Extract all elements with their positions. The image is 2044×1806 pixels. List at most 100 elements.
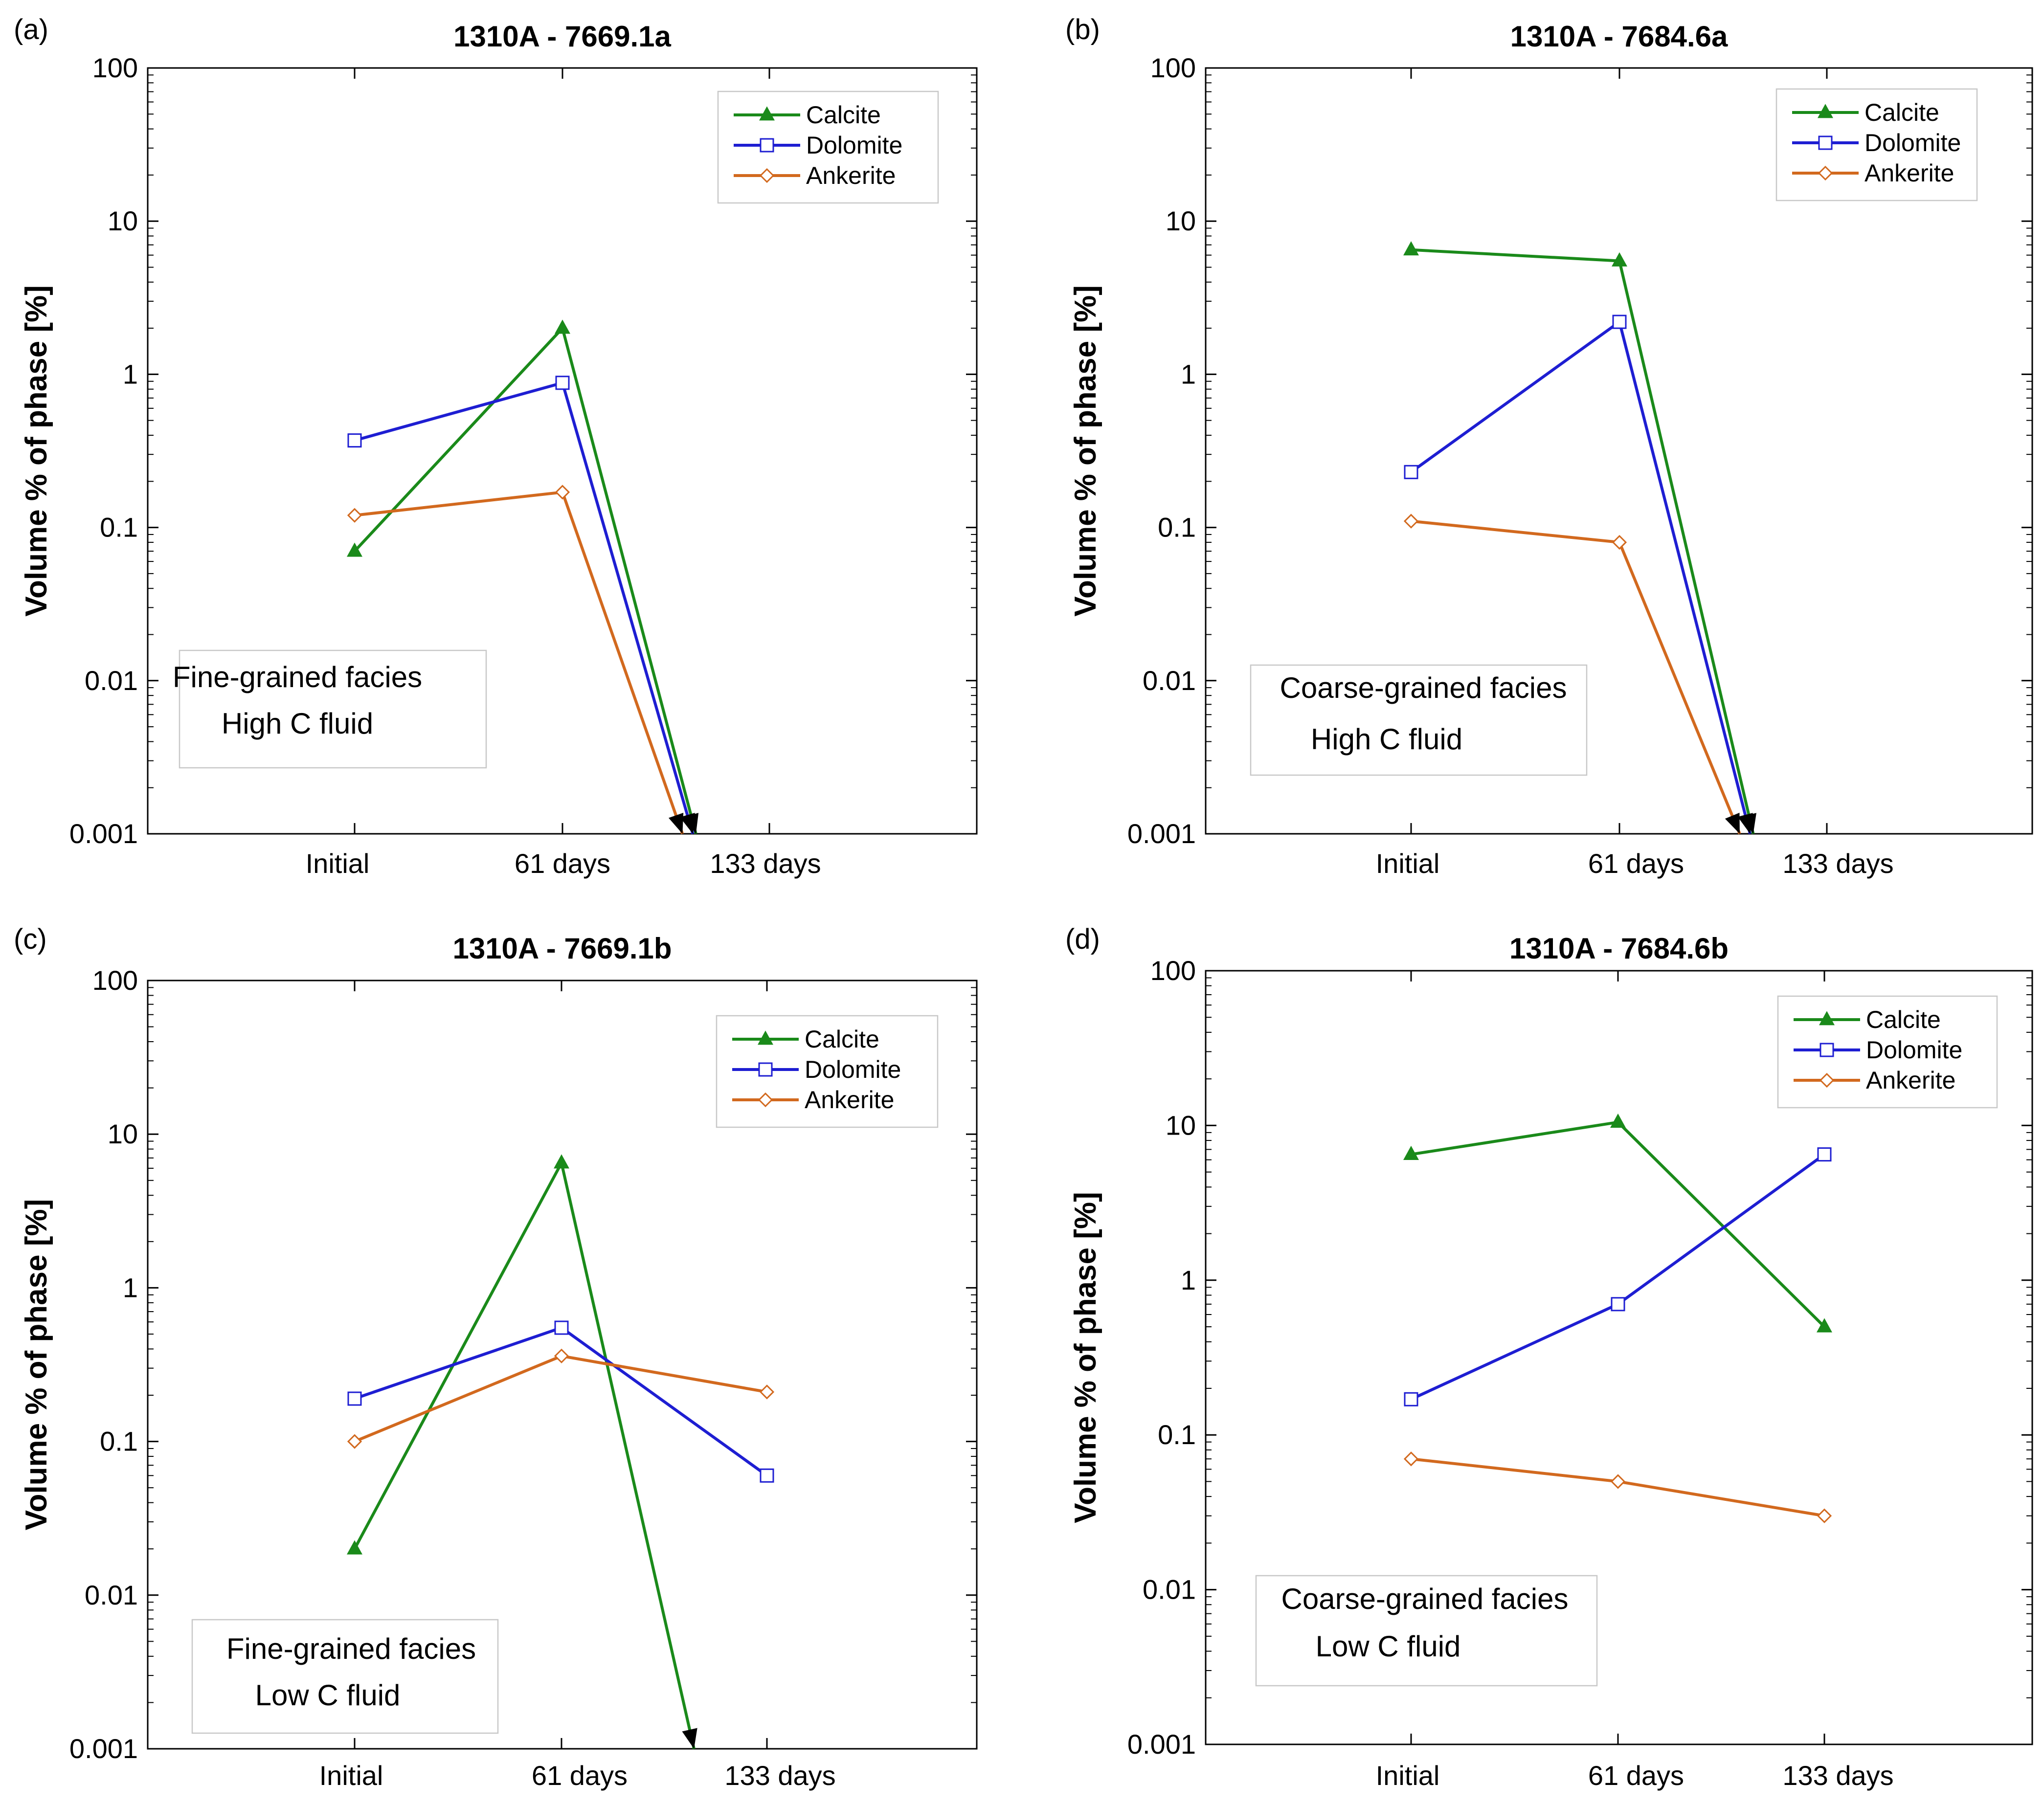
y-axis-label: Volume % of phase [%] xyxy=(1069,285,1102,617)
y-tick-label: 0.001 xyxy=(69,1733,138,1764)
y-tick-label: 10 xyxy=(1166,205,1196,236)
x-tick-label: Initial xyxy=(319,1760,383,1791)
annotation-line: Fine-grained facies xyxy=(226,1632,476,1665)
legend-label: Ankerite xyxy=(805,1086,894,1114)
diamond-marker xyxy=(347,508,362,523)
series-ankerite xyxy=(347,1348,775,1449)
diamond-marker xyxy=(1818,165,1833,181)
diamond-marker xyxy=(347,1434,362,1449)
panel-letter: (b) xyxy=(1065,14,1100,45)
triangle-marker xyxy=(347,542,362,557)
series-ankerite xyxy=(347,485,684,834)
y-tick-label: 1 xyxy=(123,358,138,389)
legend: Calcite Dolomite Ankerite xyxy=(716,1015,939,1128)
y-axis-label: Volume % of phase [%] xyxy=(20,285,53,617)
legend-label: Dolomite xyxy=(1866,1036,1962,1064)
annotation-line: High C fluid xyxy=(1311,723,1462,756)
chart-panel-3: (c) 1310A - 7669.1b Volume % of phase [%] 0… xyxy=(14,923,978,1791)
legend-label: Dolomite xyxy=(1864,129,1961,156)
y-tick-label: 1 xyxy=(123,1272,138,1303)
axis-arrowhead xyxy=(1737,813,1753,834)
legend-box xyxy=(717,90,939,204)
y-tick-label: 0.01 xyxy=(85,1580,138,1610)
legend-label: Ankerite xyxy=(1864,159,1954,187)
diamond-marker xyxy=(1819,1072,1835,1088)
series-calcite xyxy=(347,1154,696,1749)
square-marker xyxy=(1817,1147,1832,1162)
y-tick-label: 10 xyxy=(1166,1110,1196,1140)
diamond-marker xyxy=(759,168,775,183)
y-tick-label: 10 xyxy=(108,1118,138,1149)
annotation-frame xyxy=(179,649,487,769)
legend-box xyxy=(716,1015,939,1128)
x-tick-label: Initial xyxy=(306,848,370,879)
series-ankerite xyxy=(1403,513,1741,835)
panel-letter: (d) xyxy=(1065,923,1100,955)
y-tick-label: 100 xyxy=(1150,52,1196,83)
x-tick-label: 61 days xyxy=(1588,848,1684,879)
y-tick-label: 0.01 xyxy=(1143,665,1196,696)
annotation-line: High C fluid xyxy=(222,707,373,740)
triangle-marker xyxy=(1403,241,1419,256)
series-dolomite xyxy=(1404,1147,1832,1406)
y-tick-label: 1 xyxy=(1181,1265,1196,1295)
y-tick-label: 100 xyxy=(1150,955,1196,986)
square-marker xyxy=(1612,314,1627,329)
y-tick-label: 10 xyxy=(108,205,138,236)
y-tick-label: 1 xyxy=(1181,358,1196,389)
legend-label: Calcite xyxy=(805,1026,879,1053)
series-dolomite xyxy=(347,1320,774,1483)
x-tick-label: 61 days xyxy=(532,1760,628,1791)
y-tick-label: 0.1 xyxy=(1158,1419,1196,1450)
panel-letter: (a) xyxy=(14,14,48,45)
diamond-marker xyxy=(1403,1451,1419,1467)
y-axis-label: Volume % of phase [%] xyxy=(20,1199,53,1531)
series-calcite xyxy=(347,319,697,834)
square-marker xyxy=(1611,1297,1625,1312)
series-dolomite xyxy=(347,376,695,834)
diamond-marker xyxy=(1403,513,1419,529)
triangle-marker xyxy=(1612,252,1627,267)
square-marker xyxy=(1404,1392,1418,1406)
legend-label: Dolomite xyxy=(806,132,902,159)
legend-box xyxy=(1777,995,1998,1109)
triangle-marker xyxy=(758,1030,773,1045)
chart-title: 1310A - 7684.6a xyxy=(1510,20,1728,53)
x-tick-label: 133 days xyxy=(1782,1760,1893,1791)
x-tick-label: Initial xyxy=(1376,1760,1440,1791)
x-tick-label: 61 days xyxy=(515,848,610,879)
triangle-marker xyxy=(1610,1114,1626,1128)
legend-box xyxy=(1775,88,1978,201)
y-tick-label: 0.01 xyxy=(85,665,138,696)
legend-label: Dolomite xyxy=(805,1056,901,1083)
annotation-box: Coarse-grained facies High C fluid xyxy=(1250,664,1588,776)
y-tick-label: 100 xyxy=(92,52,138,83)
series-calcite xyxy=(1403,241,1755,834)
legend: Calcite Dolomite Ankerite xyxy=(1777,995,1998,1109)
diamond-marker xyxy=(1612,535,1627,550)
legend: Calcite Dolomite Ankerite xyxy=(717,90,939,204)
y-tick-label: 0.01 xyxy=(1143,1574,1196,1605)
diamond-marker xyxy=(1817,1508,1832,1523)
chart-panel-4: (d) 1310A - 7684.6b Volume % of phase [%] 0… xyxy=(1065,923,2033,1791)
diamond-marker xyxy=(555,485,570,500)
annotation-box: Fine-grained facies High C fluid xyxy=(173,649,487,769)
annotation-line: Low C fluid xyxy=(255,1679,401,1712)
axis-arrowhead xyxy=(682,1728,697,1749)
x-tick-label: 61 days xyxy=(1588,1760,1684,1791)
annotation-frame xyxy=(1255,1575,1598,1687)
triangle-marker xyxy=(1403,1145,1419,1160)
y-axis-label: Volume % of phase [%] xyxy=(1069,1192,1102,1523)
axis-arrowhead xyxy=(1725,812,1740,834)
annotation-box: Fine-grained facies Low C fluid xyxy=(191,1619,499,1734)
series-line xyxy=(1411,1120,1826,1328)
diamond-marker xyxy=(759,1384,775,1400)
legend: Calcite Dolomite Ankerite xyxy=(1775,88,1978,201)
x-tick-label: 133 days xyxy=(710,848,821,879)
y-tick-label: 0.1 xyxy=(100,1426,138,1457)
axis-arrowhead xyxy=(680,813,695,834)
square-marker xyxy=(760,138,774,153)
chart-panel-2: (b) 1310A - 7684.6a Volume % of phase [%] 0… xyxy=(1065,14,2033,879)
triangle-marker xyxy=(347,1540,362,1555)
